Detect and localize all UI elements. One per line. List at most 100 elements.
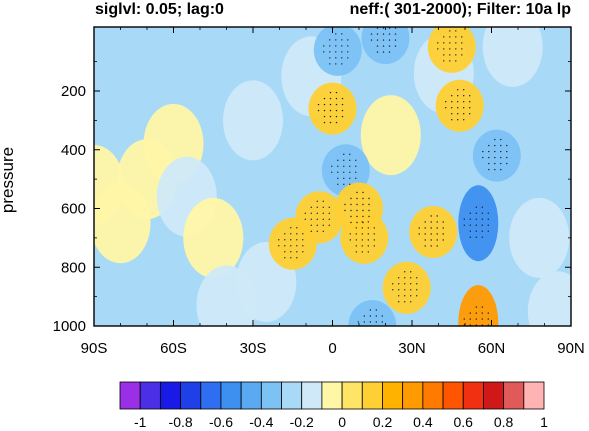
stipple-dot — [449, 54, 451, 56]
stipple-dot — [416, 283, 418, 285]
stipple-dot — [475, 306, 477, 308]
stipple-dot — [436, 221, 438, 223]
colorbar-swatch — [139, 381, 161, 410]
colorbar-swatch — [422, 381, 444, 410]
stipple-dot — [323, 97, 326, 100]
stipple-dot — [487, 212, 489, 214]
stipple-dot — [481, 218, 483, 220]
stipple-dot — [410, 289, 412, 291]
header-left: siglvl: 0.05; lag:0 — [95, 1, 224, 18]
stipple-dot — [436, 215, 438, 217]
stipple-dot — [481, 206, 483, 208]
stipple-dot — [356, 191, 358, 194]
stipple-dot — [404, 289, 406, 291]
stipple-dot — [329, 103, 332, 106]
stipple-dot — [500, 150, 502, 153]
stipple-dot — [487, 224, 489, 226]
stipple-dot — [451, 113, 453, 115]
stipple-dot — [388, 45, 391, 47]
stipple-dot — [437, 48, 439, 50]
stipple-dot — [347, 51, 349, 53]
stipple-dot — [494, 144, 496, 147]
stipple-dot — [310, 224, 312, 226]
stipple-dot — [475, 224, 477, 226]
colorbar-swatch — [180, 381, 202, 410]
field-cell — [382, 261, 431, 314]
stipple-dot — [461, 48, 463, 50]
stipple-dot — [398, 301, 400, 303]
stipple-dot — [335, 115, 338, 118]
colorbar-swatch — [483, 381, 505, 410]
stipple-dot — [376, 39, 379, 41]
stipple-dot — [284, 257, 286, 259]
stipple-dot — [349, 159, 351, 161]
stipple-dot — [331, 165, 333, 167]
stipple-dot — [310, 212, 312, 214]
stipple-dot — [494, 168, 496, 171]
stipple-dot — [302, 233, 304, 235]
stipple-dot — [410, 295, 412, 297]
stipple-dot — [449, 48, 451, 50]
stipple-dot — [494, 138, 496, 141]
stipple-dot — [455, 54, 457, 56]
stipple-dot — [361, 227, 363, 229]
colorbar-swatch — [159, 381, 181, 410]
x-tick-label: 60S — [160, 340, 187, 357]
stipple-dot — [344, 209, 346, 212]
stipple-dot — [323, 115, 326, 118]
stipple-dot — [481, 306, 483, 308]
stipple-dot — [430, 227, 432, 229]
stipple-dot — [461, 36, 463, 38]
stipple-dot — [347, 45, 349, 47]
stipple-dot — [500, 156, 502, 159]
stipple-dot — [482, 336, 483, 337]
stipple-dot — [370, 339, 371, 340]
stipple-dot — [376, 51, 379, 53]
stipple-dot — [337, 171, 339, 173]
stipple-dot — [323, 51, 325, 53]
x-tick-label: 90N — [557, 340, 585, 357]
x-axis: 90S 60S 30S 0 30N 60N 90N — [81, 27, 585, 357]
stipple-dot — [388, 33, 391, 35]
y-tick-label: 400 — [61, 142, 86, 159]
stipple-dot — [443, 60, 445, 62]
stipple-dot — [500, 144, 502, 147]
stipple-dot — [296, 233, 298, 235]
y-axis: 200 400 600 800 1000 — [53, 61, 571, 335]
stipple-dot — [487, 318, 489, 320]
stipple-dot — [335, 121, 338, 124]
stipple-dot — [356, 209, 358, 212]
stipple-dot — [335, 103, 338, 106]
stipple-dot — [322, 230, 324, 232]
stipple-dot — [329, 45, 331, 47]
y-tick-label: 1000 — [53, 318, 86, 335]
stipple-dot — [506, 150, 508, 153]
stipple-dot — [404, 283, 406, 285]
stipple-dot — [296, 257, 298, 259]
stipple-dot — [383, 21, 384, 22]
stipple-dot — [481, 230, 483, 232]
stipple-dot — [316, 206, 318, 208]
stipple-dot — [323, 121, 326, 124]
stipple-dot — [475, 230, 477, 232]
stipple-dot — [494, 162, 496, 165]
stipple-dot — [335, 109, 338, 112]
stipple-dot — [364, 327, 365, 328]
colorbar-swatch — [220, 381, 242, 410]
stipple-dot — [424, 221, 426, 223]
stipple-dot — [500, 162, 502, 165]
y-tick-label: 800 — [61, 259, 86, 276]
stipple-dot — [290, 233, 292, 235]
colorbar-swatch — [301, 381, 323, 410]
stipple-dot — [398, 283, 400, 285]
stipple-dot — [329, 39, 331, 41]
stipple-dot — [341, 57, 343, 59]
stipple-dot — [424, 245, 426, 247]
stipple-dot — [482, 150, 484, 153]
stipple-dot — [381, 315, 383, 317]
stipple-dot — [376, 33, 379, 35]
stipple-dot — [343, 153, 345, 155]
stipple-dot — [337, 165, 339, 167]
stipple-dot — [442, 227, 444, 229]
